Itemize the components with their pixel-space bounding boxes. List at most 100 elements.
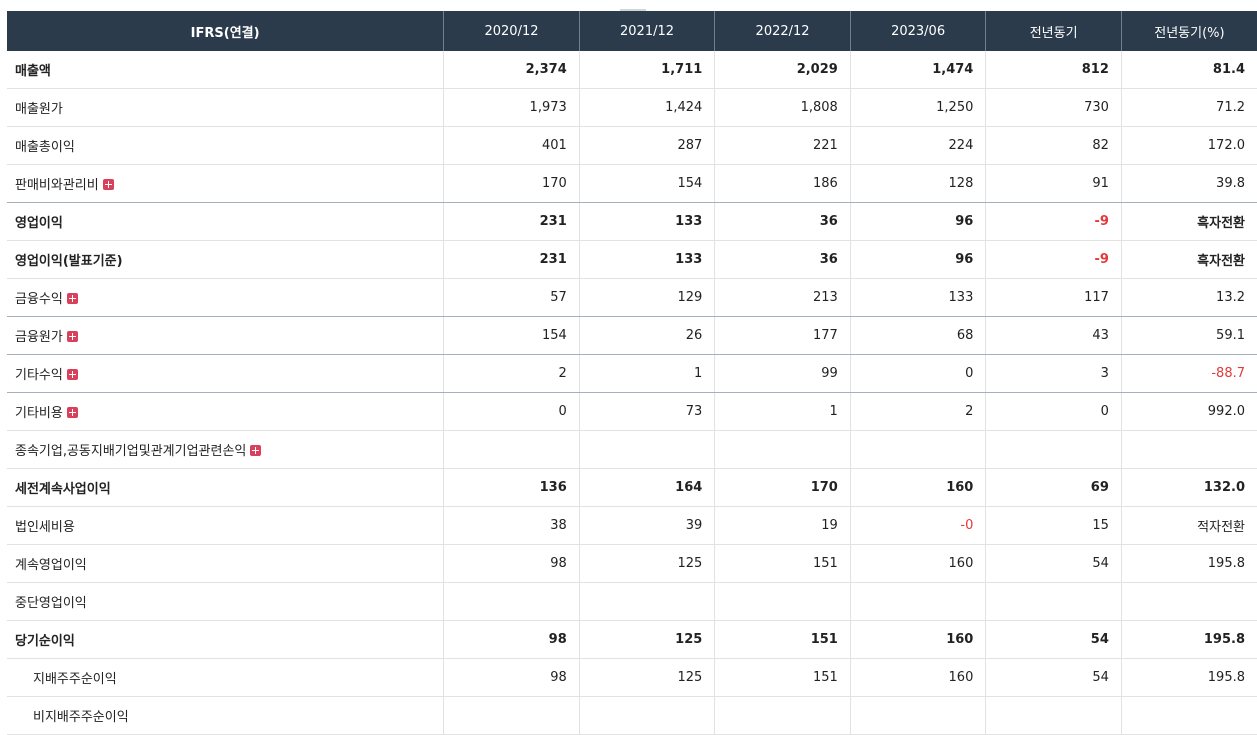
cell: 151 <box>714 620 851 659</box>
cell: -9 <box>985 202 1122 241</box>
cell: 117 <box>985 278 1122 317</box>
cell: 26 <box>579 316 716 355</box>
cell: 287 <box>579 126 716 165</box>
cell <box>985 696 1122 735</box>
cell: 15 <box>985 506 1122 545</box>
row-label-tax-expense: 법인세비용 <box>7 506 445 545</box>
table-row: 금융원가 154 26 177 68 43 59.1 <box>7 316 1257 355</box>
header-col-2021-12: 2021/12 <box>579 11 716 51</box>
header-col-2023-06: 2023/06 <box>850 11 987 51</box>
cell: 132.0 <box>1121 468 1257 507</box>
cell: -88.7 <box>1121 354 1257 393</box>
cell: 125 <box>579 544 716 583</box>
cell: 195.8 <box>1121 544 1257 583</box>
cell: 59.1 <box>1121 316 1257 355</box>
cell <box>985 582 1122 621</box>
cell <box>579 430 716 469</box>
cell: 160 <box>850 620 987 659</box>
table-row: 법인세비용 38 39 19 -0 15 적자전환 <box>7 506 1257 545</box>
cell <box>850 696 987 735</box>
cell <box>443 696 580 735</box>
cell <box>1121 582 1257 621</box>
cell: 57 <box>443 278 580 317</box>
row-label-continuing-ops: 계속영업이익 <box>7 544 445 583</box>
cell: 82 <box>985 126 1122 165</box>
table-row: 지배주주순이익 98 125 151 160 54 195.8 <box>7 658 1257 697</box>
row-label-pretax-income: 세전계속사업이익 <box>7 468 445 507</box>
cell: 1,973 <box>443 88 580 127</box>
table-row: 매출총이익 401 287 221 224 82 172.0 <box>7 126 1257 165</box>
cell: 1 <box>714 392 851 431</box>
cell: 흑자전환 <box>1121 240 1257 279</box>
cell: 39 <box>579 506 716 545</box>
cell: 177 <box>714 316 851 355</box>
header-col-yoy-pct: 전년동기(%) <box>1121 11 1257 51</box>
cell <box>714 430 851 469</box>
expand-plus-icon[interactable] <box>66 369 78 380</box>
top-strip <box>0 0 1257 11</box>
cell: 195.8 <box>1121 620 1257 659</box>
cell: 221 <box>714 126 851 165</box>
cell: 19 <box>714 506 851 545</box>
cell: 160 <box>850 658 987 697</box>
table-row: 세전계속사업이익 136 164 170 160 69 132.0 <box>7 468 1257 507</box>
header-col-yoy: 전년동기 <box>985 11 1122 51</box>
cell: -9 <box>985 240 1122 279</box>
cell <box>985 430 1122 469</box>
cell: 172.0 <box>1121 126 1257 165</box>
cell: 38 <box>443 506 580 545</box>
cell: 13.2 <box>1121 278 1257 317</box>
table-row: 중단영업이익 <box>7 582 1257 621</box>
row-label-text: 금융원가 <box>15 330 63 345</box>
table-row: 당기순이익 98 125 151 160 54 195.8 <box>7 620 1257 659</box>
cell: 54 <box>985 658 1122 697</box>
cell: 128 <box>850 164 987 203</box>
cell: 224 <box>850 126 987 165</box>
cell: 231 <box>443 240 580 279</box>
cell: 133 <box>579 240 716 279</box>
row-label-gross-profit: 매출총이익 <box>7 126 445 165</box>
cell: 36 <box>714 240 851 279</box>
cell: 1,250 <box>850 88 987 127</box>
cell: 91 <box>985 164 1122 203</box>
cell: 43 <box>985 316 1122 355</box>
row-label-noncontrolling-net-income: 비지배주주순이익 <box>7 696 445 735</box>
header-col-2020-12: 2020/12 <box>443 11 580 51</box>
row-label-net-income: 당기순이익 <box>7 620 445 659</box>
row-label-discontinued-ops: 중단영업이익 <box>7 582 445 621</box>
cell <box>714 696 851 735</box>
cell <box>443 430 580 469</box>
row-label-other-income: 기타수익 <box>7 354 445 393</box>
table-row: 기타수익 2 1 99 0 3 -88.7 <box>7 354 1257 393</box>
cell: 1 <box>579 354 716 393</box>
table-row: 기타비용 0 73 1 2 0 992.0 <box>7 392 1257 431</box>
cell: 98 <box>443 544 580 583</box>
cell: 39.8 <box>1121 164 1257 203</box>
cell: -0 <box>850 506 987 545</box>
cell: 0 <box>443 392 580 431</box>
row-label-text: 종속기업,공동지배기업및관계기업관련손익 <box>15 444 247 459</box>
cell: 186 <box>714 164 851 203</box>
cell: 71.2 <box>1121 88 1257 127</box>
expand-plus-icon[interactable] <box>66 331 78 342</box>
table-row: 비지배주주순이익 <box>7 696 1257 735</box>
cell: 133 <box>579 202 716 241</box>
cell <box>443 582 580 621</box>
cell <box>850 430 987 469</box>
cell: 133 <box>850 278 987 317</box>
row-label-revenue: 매출액 <box>7 51 445 89</box>
row-label-other-expense: 기타비용 <box>7 392 445 431</box>
expand-plus-icon[interactable] <box>102 179 114 190</box>
cell: 1,711 <box>579 51 716 89</box>
cell <box>1121 430 1257 469</box>
expand-plus-icon[interactable] <box>66 407 78 418</box>
cell: 170 <box>443 164 580 203</box>
table-row: 매출원가 1,973 1,424 1,808 1,250 730 71.2 <box>7 88 1257 127</box>
table-row: 판매비와관리비 170 154 186 128 91 39.8 <box>7 164 1257 203</box>
cell: 812 <box>985 51 1122 89</box>
table-row: 매출액 2,374 1,711 2,029 1,474 812 81.4 <box>7 51 1257 89</box>
expand-plus-icon[interactable] <box>250 445 262 456</box>
table-row: 영업이익(발표기준) 231 133 36 96 -9 흑자전환 <box>7 240 1257 279</box>
expand-plus-icon[interactable] <box>66 293 78 304</box>
cell: 401 <box>443 126 580 165</box>
